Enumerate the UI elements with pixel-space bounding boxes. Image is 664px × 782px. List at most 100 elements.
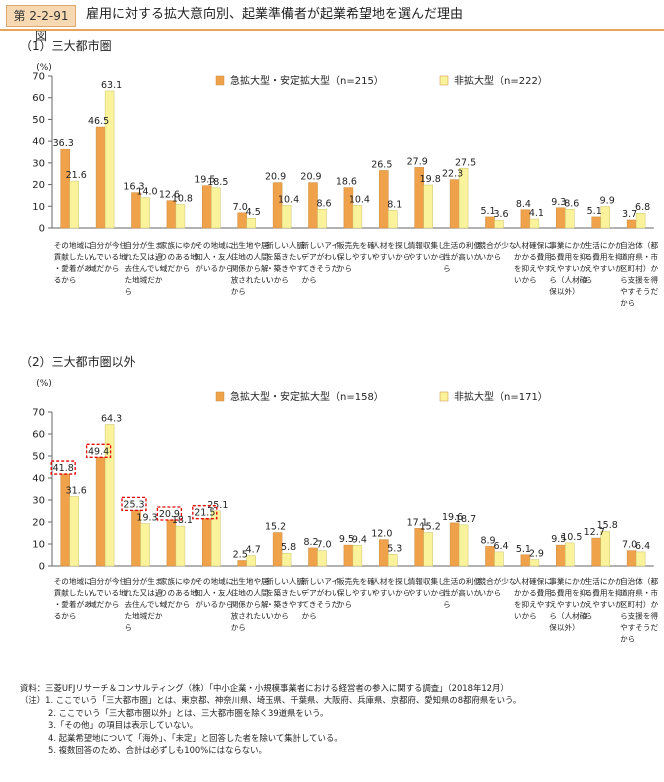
bar-series2 xyxy=(388,210,398,229)
bar-series2 xyxy=(69,496,79,567)
category-label: 生活にかか xyxy=(585,240,623,250)
category-label: その地域に xyxy=(195,240,233,250)
bar-series2 xyxy=(281,205,292,229)
bar-value-label: 19.6 xyxy=(442,512,463,523)
figure-header: 第 2-2-91 図 雇用に対する拡大意向別、起業準備者が起業希望地を選んだ理由 xyxy=(0,0,664,43)
category-label: 自分が今住 xyxy=(89,576,127,586)
y-tick-label: 30 xyxy=(32,158,45,169)
bar-value-label: 25.3 xyxy=(123,499,144,510)
bar-value-label: 2.9 xyxy=(529,549,544,560)
bar-series2 xyxy=(565,209,575,229)
category-label: るから xyxy=(54,276,77,285)
category-label: 競合が少な xyxy=(479,240,517,250)
category-label: ・築きやす xyxy=(266,263,304,273)
legend-label: 急拡大型・安定拡大型（n=158） xyxy=(230,390,384,403)
category-label: 域だから xyxy=(89,263,119,273)
category-label: る費用を抑 xyxy=(549,588,587,598)
y-tick-label: 20 xyxy=(32,180,45,191)
bar-value-label: 8.6 xyxy=(316,198,331,209)
y-tick-label: 50 xyxy=(32,115,45,126)
category-label: 関係から解 xyxy=(231,599,269,609)
category-label: 性が高いか xyxy=(443,588,481,598)
category-label: やすそうだ xyxy=(620,287,658,296)
bar-value-label: 15.2 xyxy=(265,522,286,533)
bar-value-label: 20.9 xyxy=(300,172,321,183)
bar-series1 xyxy=(95,457,106,567)
category-label: やすいから xyxy=(408,589,446,598)
category-label: えやすいか xyxy=(549,600,587,609)
category-label: 域だから xyxy=(160,599,190,609)
category-label: 域だから xyxy=(89,599,119,609)
bar-value-label: 6.8 xyxy=(635,202,650,213)
bar-value-label: 14.0 xyxy=(136,187,157,198)
bar-value-label: 8.9 xyxy=(480,535,495,546)
bar-series1 xyxy=(308,547,318,567)
note-5: 5. 複数回答のため、合計は必ずしも100%にはならない。 xyxy=(48,745,267,756)
bar-value-label: 8.2 xyxy=(303,537,318,548)
category-label: れた又は過 xyxy=(125,252,163,262)
bar-value-label: 7.0 xyxy=(316,540,331,551)
bar-value-label: 19.3 xyxy=(136,513,157,524)
category-label: を築きたい xyxy=(266,588,304,598)
y-tick-label: 40 xyxy=(32,474,45,485)
category-label: 域だから xyxy=(160,263,190,273)
note-source: 資料：三菱UFJリサーチ＆コンサルティング（株）「中小企業・小規模事業者における… xyxy=(20,683,509,693)
chart-title: （1）三大都市圏 xyxy=(20,38,112,53)
bar-value-label: 19.5 xyxy=(194,175,215,186)
category-label: 新しい人脈 xyxy=(266,576,304,586)
category-label: デアがわい xyxy=(302,588,340,598)
category-label: りのある地 xyxy=(160,588,198,598)
bar-value-label: 8.4 xyxy=(516,199,531,210)
bar-value-label: 5.8 xyxy=(281,542,296,553)
note-3: 3.「その他」の項目は表示していない。 xyxy=(48,720,199,731)
bar-value-label: 21.5 xyxy=(194,508,215,519)
category-label: その地域に xyxy=(195,576,233,586)
category-label: りのある地 xyxy=(160,252,198,262)
legend-swatch xyxy=(439,391,449,402)
bar-value-label: 4.1 xyxy=(529,208,544,219)
bar-series2 xyxy=(104,90,115,229)
category-label: いから xyxy=(266,612,289,621)
category-label: えやすいか xyxy=(585,264,623,273)
category-label: 競合が少な xyxy=(479,576,517,586)
bar-series2 xyxy=(494,551,504,567)
note-2: 2. ここでいう「三大都市圏以外」とは、三大都市圏を除く39道県をいう。 xyxy=(48,707,329,718)
note-4: 4. 起業希望地について「海外」、「未定」と回答した者を除いて集計している。 xyxy=(48,732,343,743)
figure-label: 第 2-2-91 図 xyxy=(6,5,76,43)
bar-series2 xyxy=(529,559,540,567)
category-label: 去住んでい xyxy=(125,599,163,609)
bar-value-label: 9.5 xyxy=(551,534,566,545)
bar-series2 xyxy=(69,180,79,229)
bar-value-label: 8.1 xyxy=(387,199,402,210)
category-label: 住地の人間 xyxy=(231,588,269,598)
category-label: 住地の人間 xyxy=(231,252,269,262)
highlight-box xyxy=(192,505,218,520)
category-label: ら xyxy=(443,600,451,609)
category-label: 自分が生ま xyxy=(125,576,163,586)
y-tick-label: 50 xyxy=(32,452,45,463)
bar-series2 xyxy=(317,209,327,229)
chart-title: （2）三大都市圏以外 xyxy=(20,354,136,369)
bar-value-label: 20.9 xyxy=(265,172,286,183)
bar-series1 xyxy=(591,216,601,229)
bar-series1 xyxy=(308,182,318,229)
bar-value-label: 4.7 xyxy=(246,545,261,556)
bar-value-label: 18.1 xyxy=(172,515,193,526)
category-label: 家族にゆか xyxy=(160,576,198,586)
category-label: を抑えやす xyxy=(514,599,552,609)
bar-series1 xyxy=(272,532,283,567)
category-label: てきそうだ xyxy=(302,264,340,273)
bar-value-label: 5.3 xyxy=(387,543,402,554)
y-tick-label: 60 xyxy=(32,93,45,104)
category-label: る費用を抑 xyxy=(549,252,587,262)
legend-label: 非拡大型（n=171） xyxy=(454,390,548,403)
category-label: 保以外） xyxy=(549,622,579,632)
category-label: ら xyxy=(125,287,133,296)
bar-value-label: 46.5 xyxy=(88,116,109,127)
highlight-box xyxy=(156,506,183,521)
bar-series2 xyxy=(140,197,150,229)
bar-value-label: 3.7 xyxy=(622,209,637,220)
bar-series2 xyxy=(175,525,186,567)
category-label: た地域だか xyxy=(125,611,163,621)
category-label: ら xyxy=(585,276,593,285)
